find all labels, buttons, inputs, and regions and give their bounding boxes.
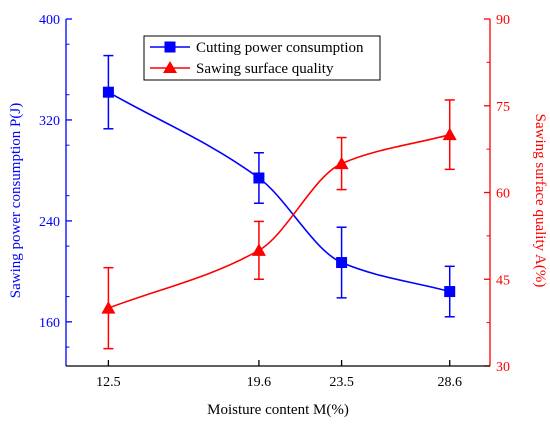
data-point-square — [253, 172, 265, 184]
right-tick-label: 90 — [496, 13, 510, 28]
series-cutting-power — [102, 54, 456, 318]
left-y-axis: 160 240 320 400 — [39, 13, 72, 366]
plot-area — [101, 54, 457, 350]
series-line — [108, 133, 450, 309]
legend-item-cutting-power: Cutting power consumption — [150, 40, 364, 56]
left-tick-label: 240 — [39, 215, 60, 230]
x-tick-label: 28.6 — [437, 375, 462, 390]
right-tick-label: 45 — [496, 273, 510, 288]
right-tick-label: 75 — [496, 100, 510, 115]
data-point-triangle — [442, 127, 457, 141]
data-point-square — [444, 286, 456, 298]
legend-box — [143, 35, 381, 81]
right-tick-label: 60 — [496, 187, 510, 202]
data-point-square — [336, 257, 348, 269]
series-line — [108, 91, 450, 293]
left-tick-label: 400 — [39, 13, 60, 28]
legend-label-cutting-power: Cutting power consumption — [196, 40, 364, 56]
legend-square-marker — [164, 41, 176, 53]
left-y-axis-label: Sawing power consumption P(J) — [8, 103, 24, 298]
data-point-square — [102, 86, 114, 98]
left-tick-label: 320 — [39, 114, 60, 129]
right-tick-label: 30 — [496, 360, 510, 375]
x-axis: 12.5 19.6 23.5 28.6 — [66, 360, 490, 390]
legend-label-surface-quality: Sawing surface quality — [196, 61, 334, 77]
x-tick-label: 12.5 — [96, 375, 121, 390]
data-point-triangle — [334, 156, 349, 170]
x-axis-label: Moisture content M(%) — [207, 402, 349, 418]
data-point-triangle — [251, 243, 266, 256]
x-tick-label: 19.6 — [247, 375, 272, 390]
x-tick-label: 23.5 — [329, 375, 354, 390]
right-y-axis: 30 45 60 75 90 — [484, 13, 510, 375]
legend-item-surface-quality: Sawing surface quality — [150, 61, 334, 77]
left-tick-label: 160 — [39, 316, 60, 331]
legend-triangle-marker — [163, 61, 177, 73]
data-point-triangle — [101, 301, 116, 314]
legend: Cutting power consumption Sawing surface… — [143, 35, 381, 81]
series-surface-quality — [101, 99, 457, 350]
right-y-axis-label: Sawing surface quality A(%) — [532, 114, 548, 288]
